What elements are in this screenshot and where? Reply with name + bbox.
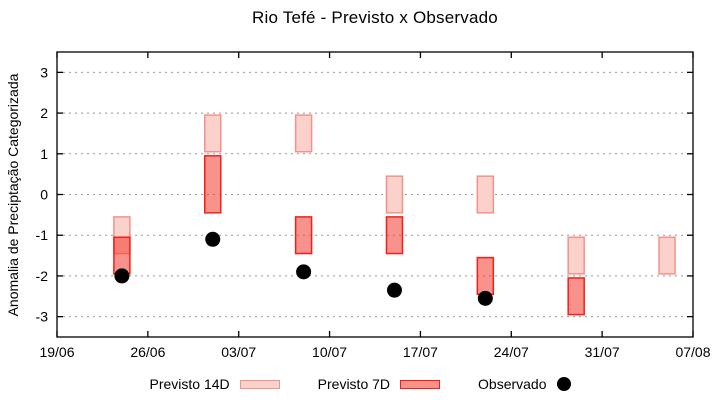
x-tick-label: 26/06 (130, 344, 165, 360)
observado-dot (386, 282, 402, 298)
bar-previsto-7d (385, 216, 404, 255)
previsto-14d-swatch-icon (239, 379, 280, 389)
bar-previsto-7d (476, 256, 495, 296)
x-tick-label: 24/07 (494, 344, 529, 360)
bar-previsto-7d (294, 216, 313, 255)
x-tick-label: 03/07 (221, 344, 256, 360)
x-tick-label: 17/07 (403, 344, 438, 360)
legend-item-previsto-7d: Previsto 7D (317, 376, 441, 392)
y-tick-label: 3 (40, 64, 48, 80)
x-tick-label: 19/06 (39, 344, 74, 360)
y-tick-label: 1 (40, 146, 48, 162)
legend: Previsto 14D Previsto 7D Observado (0, 374, 720, 394)
bar-previsto-14d (385, 175, 404, 214)
y-tick-label: -3 (36, 309, 49, 325)
legend-label-observado: Observado (478, 376, 547, 392)
bar-previsto-14d (294, 114, 313, 153)
x-tick-label: 31/07 (585, 344, 620, 360)
bar-previsto-14d (476, 175, 495, 214)
bar-previsto-14d (658, 236, 676, 275)
chart-title: Rio Tefé - Previsto x Observado (252, 8, 498, 27)
observado-dot (477, 290, 493, 306)
y-tick-label: -2 (36, 268, 49, 284)
observado-dot (114, 268, 130, 284)
bar-previsto-7d (567, 277, 585, 316)
x-tick-label: 07/08 (675, 344, 710, 360)
bar-previsto-14d (567, 236, 585, 275)
bar-previsto-7d (204, 155, 222, 214)
x-tick-label: 10/07 (312, 344, 347, 360)
bar-previsto-7d (113, 236, 131, 275)
observado-dot (296, 264, 312, 280)
previsto-7d-swatch-icon (400, 379, 441, 389)
legend-label-previsto-14d: Previsto 14D (149, 376, 230, 392)
bar-previsto-14d (204, 114, 222, 153)
legend-item-previsto-14d: Previsto 14D (150, 376, 280, 392)
y-tick-label: 0 (40, 187, 48, 203)
y-tick-label: 2 (40, 105, 48, 121)
observado-dot-icon (556, 377, 571, 391)
observado-dot (205, 231, 221, 247)
y-tick-label: -1 (36, 227, 49, 243)
legend-item-observado: Observado (478, 376, 571, 392)
legend-label-previsto-7d: Previsto 7D (317, 376, 391, 392)
